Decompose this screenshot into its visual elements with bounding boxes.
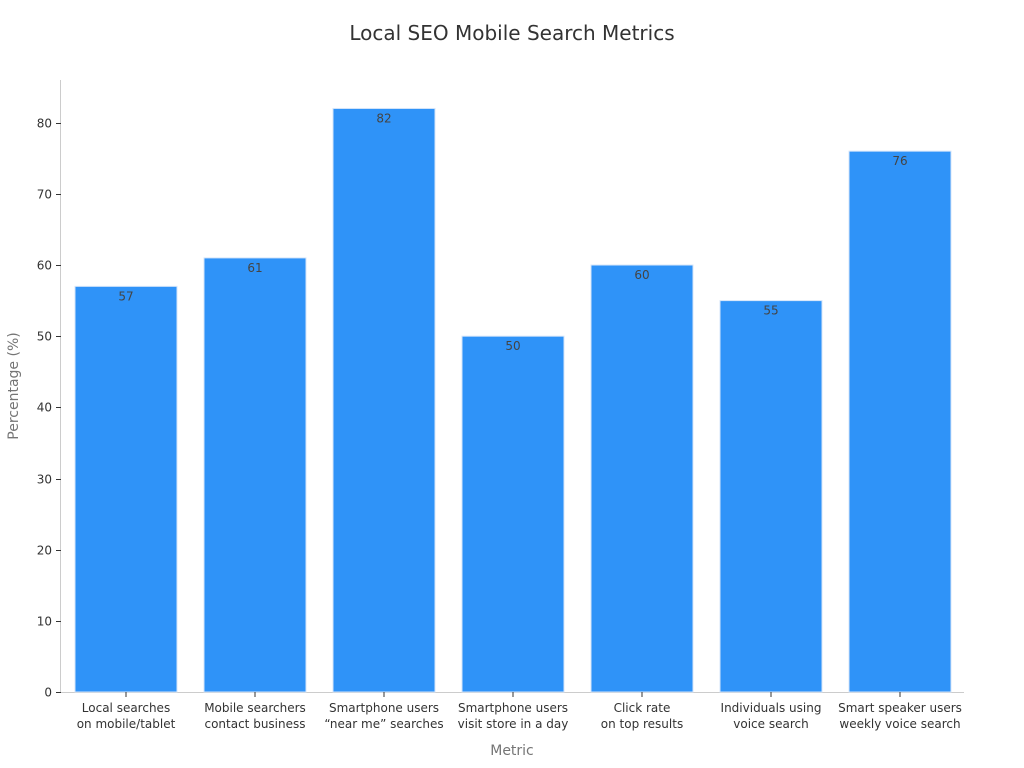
y-tick-label: 70: [37, 188, 52, 202]
bar-value-label: 82: [376, 111, 391, 125]
bar-value-label: 57: [118, 289, 133, 303]
y-tick-label: 20: [37, 544, 52, 558]
y-tick-label: 30: [37, 473, 52, 487]
bar-value-label: 55: [763, 304, 778, 318]
x-tick-label: on mobile/tablet: [77, 717, 176, 731]
bar-value-label: 61: [247, 261, 262, 275]
y-axis-label: Percentage (%): [6, 332, 22, 439]
x-tick-label: weekly voice search: [839, 717, 960, 731]
y-tick-label: 80: [37, 117, 52, 131]
bar: [590, 264, 694, 693]
bar: [848, 150, 952, 693]
x-tick-label: Smartphone users: [329, 701, 439, 715]
bar: [332, 107, 436, 693]
x-tick-label: contact business: [204, 717, 305, 731]
x-tick-label: Individuals using: [721, 701, 822, 715]
y-tick-label: 60: [37, 259, 52, 273]
bar: [74, 285, 178, 693]
x-tick-label: on top results: [601, 717, 683, 731]
x-tick-label: visit store in a day: [458, 717, 569, 731]
bar-value-label: 60: [634, 268, 649, 282]
bar: [461, 335, 565, 693]
bars-group: 57 61 82 50 60 55 76: [74, 107, 952, 693]
chart-title: Local SEO Mobile Search Metrics: [349, 21, 674, 45]
y-tick-label: 50: [37, 330, 52, 344]
x-tick-label: Click rate: [614, 701, 671, 715]
bar: [203, 257, 307, 693]
x-axis-tick-labels: Local searches on mobile/tablet Mobile sea…: [77, 692, 962, 731]
x-tick-label: “near me” searches: [324, 717, 443, 731]
x-tick-label: Smart speaker users: [838, 701, 962, 715]
x-tick-label: Local searches: [82, 701, 170, 715]
x-axis-label: Metric: [490, 743, 534, 759]
x-tick-label: voice search: [733, 717, 808, 731]
bar-value-label: 50: [505, 339, 520, 353]
y-tick-label: 40: [37, 401, 52, 415]
y-axis-ticks: 0 10 20 30 40 50 60 70 80: [37, 117, 61, 700]
bar: [719, 300, 823, 693]
x-tick-label: Smartphone users: [458, 701, 568, 715]
bar-value-label: 76: [892, 154, 907, 168]
y-tick-label: 10: [37, 615, 52, 629]
x-tick-label: Mobile searchers: [204, 701, 306, 715]
y-tick-label: 0: [44, 686, 52, 700]
